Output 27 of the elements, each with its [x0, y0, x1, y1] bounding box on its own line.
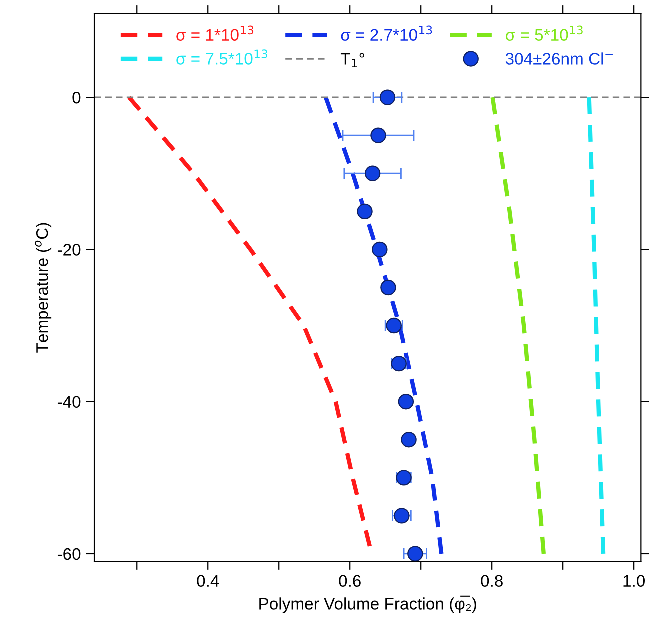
y-tick-label: -60: [58, 548, 81, 560]
y-tick-label: -40: [58, 396, 81, 408]
point: [380, 280, 396, 296]
legend-label: σ = 7.5*10$^{13}$: [176, 50, 268, 65]
x-axis-title: Polymer Volume Fraction (φ̅₂): [260, 596, 476, 614]
y-axis-title: Temperature ($^{o}$C): [35, 223, 52, 353]
point: [380, 90, 396, 106]
point: [401, 432, 417, 448]
point: [398, 394, 414, 410]
x-tick-label: 0.6: [339, 575, 361, 588]
point: [364, 166, 381, 182]
legend-label: σ = 5*10$^{13}$: [506, 26, 583, 41]
legend-label: σ = 1*10$^{13}$: [176, 26, 254, 41]
point: [357, 204, 373, 220]
y-tick-label: 0: [72, 92, 81, 104]
legend-label: T$_{1}$°: [340, 53, 364, 68]
legend-label: σ = 2.7*10$^{13}$: [341, 26, 432, 41]
legend-label: 304±26nm Cl$^{−}$: [506, 52, 613, 65]
point: [408, 546, 424, 562]
point: [370, 128, 386, 144]
y-tick-label: -20: [58, 244, 81, 256]
x-tick-label: 0.4: [197, 575, 220, 588]
line-series: [324, 95, 444, 556]
text: 1.0: [624, 575, 646, 588]
x-tick-label: 0.8: [481, 575, 503, 588]
point: [372, 242, 388, 258]
line-series: [490, 95, 546, 556]
